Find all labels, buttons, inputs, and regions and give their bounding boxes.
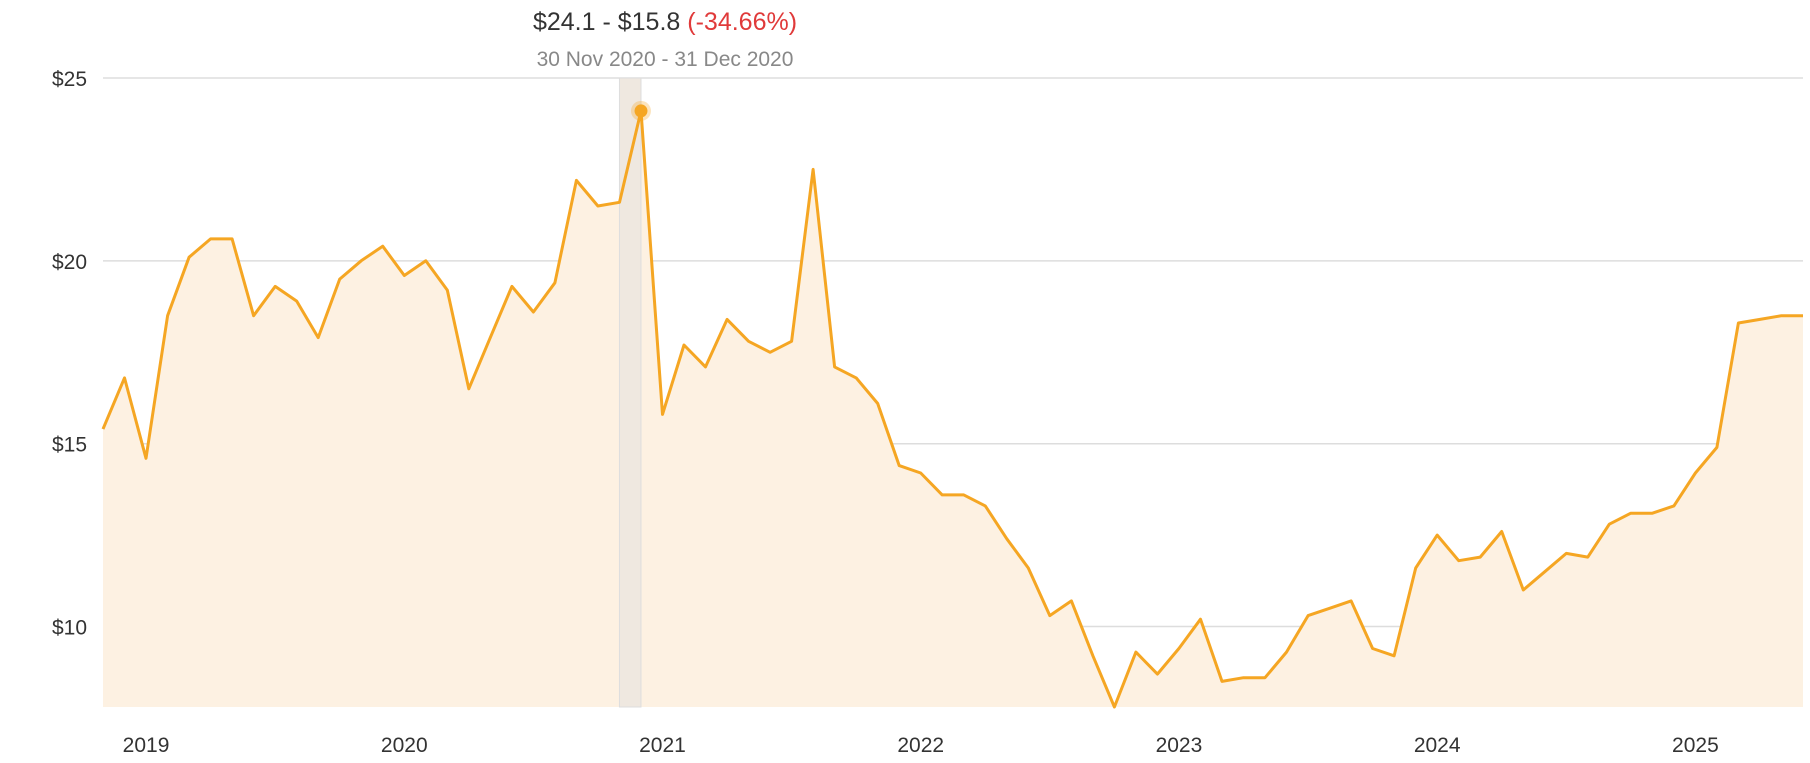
x-tick-label: 2019 (123, 734, 170, 757)
x-tick-label: 2023 (1156, 734, 1203, 757)
area-fill (103, 110, 1803, 707)
highlight-point (634, 104, 648, 118)
y-tick-label: $25 (52, 68, 87, 91)
tooltip-change: (-34.66%) (687, 8, 798, 36)
price-line (101, 109, 1803, 709)
tooltip-range: $24.1 - $15.8 (-34.66%) (0, 8, 1330, 37)
tooltip-range-value: $24.1 - $15.8 (532, 8, 681, 36)
y-tick-label: $20 (52, 251, 87, 274)
x-tick-label: 2022 (897, 734, 944, 757)
x-tick-label: 2025 (1672, 734, 1719, 757)
tooltip-dates: 30 Nov 2020 - 31 Dec 2020 (536, 48, 794, 71)
x-tick-label: 2020 (381, 734, 428, 757)
y-tick-label: $10 (52, 617, 87, 640)
y-tick-label: $15 (52, 434, 87, 457)
x-tick-label: 2021 (639, 734, 686, 757)
highlight-band (618, 77, 642, 708)
x-tick-label: 2024 (1414, 734, 1461, 757)
